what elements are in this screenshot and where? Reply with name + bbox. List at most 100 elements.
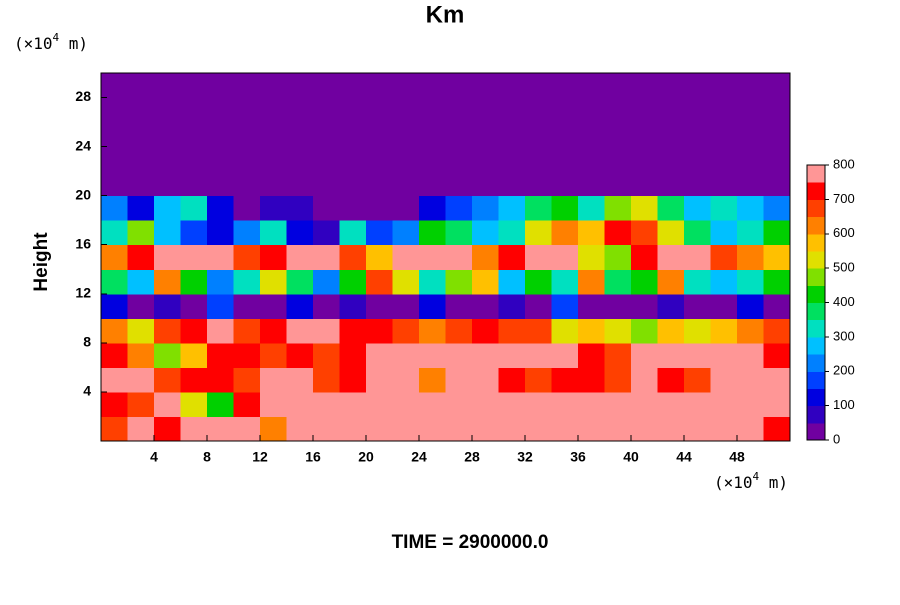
cell (127, 195, 155, 221)
cell (498, 244, 526, 270)
cell (286, 293, 314, 319)
cell (101, 269, 128, 295)
colorbar-band (807, 336, 825, 355)
cell (445, 416, 473, 442)
cell (445, 293, 473, 319)
cell (657, 195, 685, 221)
cell (207, 318, 234, 344)
x-tick-label: 20 (358, 449, 374, 465)
cell (763, 244, 791, 270)
cell (180, 122, 208, 148)
cell (392, 122, 420, 148)
cell (684, 122, 711, 148)
cell (339, 146, 367, 172)
cell (763, 416, 791, 442)
cell (154, 269, 181, 295)
cell (498, 73, 526, 99)
cell (578, 220, 605, 246)
cell (127, 244, 155, 270)
cell (180, 318, 208, 344)
cell (207, 416, 234, 442)
axes: 4 8 12 16 20 24 28 32 36 40 44 48481216202428010020… (75, 72, 855, 465)
cell (366, 269, 393, 295)
cell (657, 73, 685, 99)
cell (604, 171, 632, 197)
cell (710, 293, 738, 319)
colorbar-band (807, 388, 825, 407)
cell (578, 146, 605, 172)
cell (233, 220, 261, 246)
cell (101, 122, 128, 148)
unit-exp: 4 (753, 470, 760, 483)
cell (710, 269, 738, 295)
plot-frame (100, 72, 791, 442)
cell (339, 367, 367, 393)
cell (419, 220, 446, 246)
cell (233, 416, 261, 442)
cell (127, 73, 155, 99)
colorbar-tick-label: 100 (833, 397, 855, 412)
cell (763, 97, 791, 123)
cell (313, 73, 340, 99)
cell (578, 269, 605, 295)
cell (233, 293, 261, 319)
cell (551, 122, 579, 148)
cell (472, 367, 499, 393)
cell (551, 73, 579, 99)
cell (472, 171, 499, 197)
cell (551, 293, 579, 319)
cell (710, 146, 738, 172)
colorbar-band (807, 302, 825, 321)
cell (578, 244, 605, 270)
y-tick-label: 16 (75, 235, 91, 251)
cell (127, 122, 155, 148)
cell (419, 244, 446, 270)
cell (366, 342, 393, 368)
cell (525, 416, 552, 442)
cell (154, 195, 181, 221)
cell (366, 391, 393, 417)
cell (392, 244, 420, 270)
cell (392, 269, 420, 295)
cell (525, 122, 552, 148)
cell (154, 293, 181, 319)
cell (154, 220, 181, 246)
y-tick-label: 28 (75, 88, 91, 104)
colorbar-band (807, 319, 825, 338)
colorbar-band (807, 250, 825, 269)
cell (233, 73, 261, 99)
cell (207, 269, 234, 295)
cell (127, 220, 155, 246)
cell (657, 367, 685, 393)
cell (445, 146, 473, 172)
cell (604, 244, 632, 270)
cell (445, 342, 473, 368)
cell (710, 97, 738, 123)
x-tick-label: 44 (676, 449, 692, 465)
cell (604, 318, 632, 344)
cell (472, 195, 499, 221)
cell (445, 244, 473, 270)
cell (286, 97, 314, 123)
cell (551, 171, 579, 197)
colorbar-tick-label: 600 (833, 225, 855, 240)
cell (763, 195, 791, 221)
cell (737, 171, 764, 197)
cell (207, 244, 234, 270)
x-tick-label: 12 (252, 449, 268, 465)
cell (419, 171, 446, 197)
cell (657, 293, 685, 319)
cell (737, 73, 764, 99)
cell (233, 342, 261, 368)
cell (154, 416, 181, 442)
cell (498, 318, 526, 344)
cell (684, 171, 711, 197)
cell (207, 293, 234, 319)
cell (710, 122, 738, 148)
colorbar-tick-label: 200 (833, 363, 855, 378)
cell (578, 318, 605, 344)
cell (339, 293, 367, 319)
cell (737, 97, 764, 123)
cell (763, 122, 791, 148)
cell (525, 367, 552, 393)
